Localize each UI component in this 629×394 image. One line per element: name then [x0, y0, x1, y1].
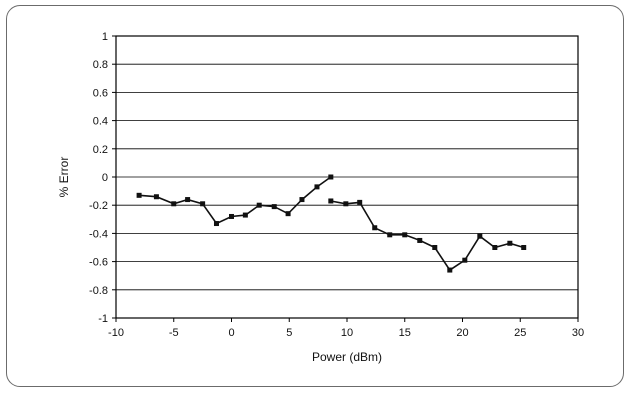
data-point	[477, 233, 483, 239]
data-point	[200, 201, 206, 207]
x-axis-title: Power (dBm)	[312, 350, 382, 364]
data-point	[271, 204, 277, 210]
y-tick-label: 0.6	[93, 87, 108, 99]
y-axis-title: % Error	[57, 157, 71, 198]
data-point	[229, 213, 234, 219]
y-tick-label: 0	[102, 172, 108, 184]
data-point	[242, 212, 248, 218]
gridlines	[116, 35, 578, 319]
y-tick-label: -0.6	[89, 257, 108, 269]
data-point	[328, 198, 334, 204]
data-point	[314, 184, 320, 190]
x-tick-label: -10	[108, 327, 124, 339]
data-point	[136, 192, 142, 198]
data-point	[299, 197, 305, 203]
data-point	[185, 197, 191, 203]
data-point	[417, 237, 423, 243]
data-point	[372, 225, 378, 231]
y-tick-label: 0.8	[93, 59, 108, 71]
data-point	[343, 201, 349, 207]
x-tick-label: -5	[169, 327, 179, 339]
x-tick-label: 30	[572, 327, 584, 339]
series-group	[136, 174, 527, 273]
x-tick-label: 5	[286, 327, 292, 339]
data-point	[153, 194, 159, 200]
x-tick-label: 25	[514, 327, 526, 339]
y-tick-label: 0.4	[93, 116, 108, 128]
y-tick-label: -0.8	[89, 285, 108, 297]
data-point	[357, 199, 363, 205]
data-point	[285, 211, 291, 217]
y-tick-label: -1	[98, 313, 108, 325]
data-point	[521, 245, 527, 250]
data-point	[171, 201, 177, 207]
chart-frame	[6, 5, 624, 387]
data-point	[492, 245, 498, 250]
data-point	[462, 257, 468, 263]
y-tick-label: 1	[102, 31, 108, 43]
data-point	[328, 174, 334, 180]
x-tick-label: 10	[341, 327, 353, 339]
data-point	[387, 232, 393, 238]
data-point	[213, 221, 219, 227]
y-tick-label: -0.4	[89, 228, 108, 240]
data-point	[432, 245, 438, 250]
series-line-2	[330, 200, 524, 272]
x-tick-label: 20	[456, 327, 468, 339]
x-tick-label: 0	[228, 327, 234, 339]
x-axis-ticks: -10 -5 0 5 10 15 20 25 30	[108, 318, 584, 339]
y-tick-label: 0.2	[93, 144, 108, 156]
y-tick-label: -0.2	[89, 200, 108, 212]
data-point	[447, 267, 453, 273]
data-point	[402, 232, 408, 238]
data-point	[507, 240, 513, 246]
x-tick-label: 15	[399, 327, 411, 339]
y-axis-ticks: 1 0.8 0.6 0.4 0.2 0 -0.2 -0.4 -0.6 -0.8 -1	[89, 31, 116, 325]
data-point	[256, 202, 262, 208]
